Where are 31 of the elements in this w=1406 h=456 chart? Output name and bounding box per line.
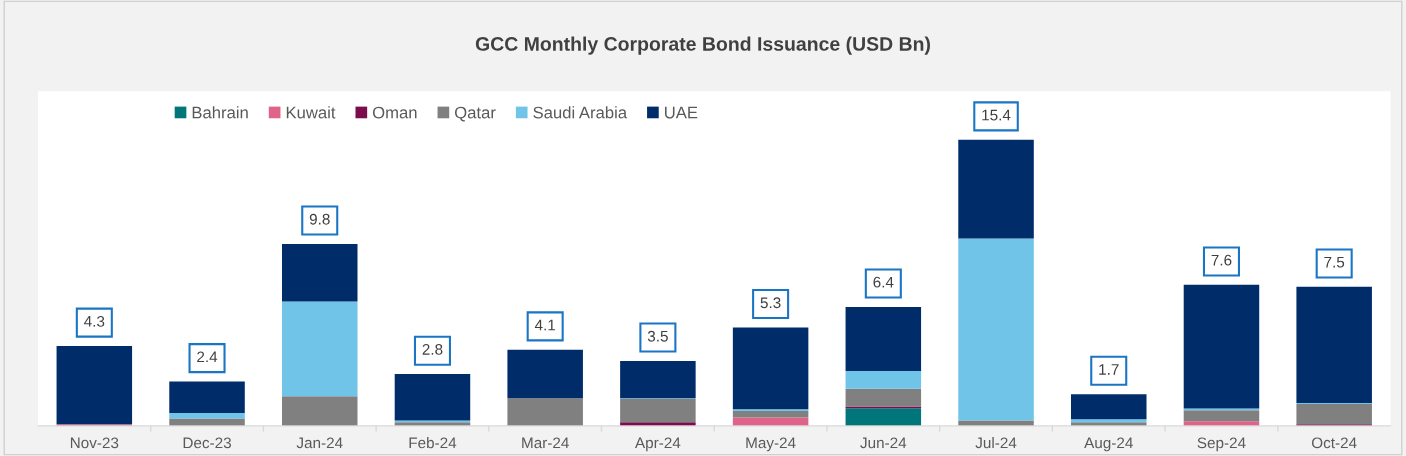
annotation: 2.8 [422, 343, 443, 355]
x-tick-label: May-24 [746, 437, 796, 452]
annotation: 15.4 [982, 109, 1011, 121]
legend-label: Kuwait [286, 106, 336, 119]
chart-title: GCC Monthly Corporate Bond Issuance (USD Bn) [475, 36, 930, 55]
x-tick-label: Aug-24 [1084, 437, 1133, 452]
legend-label: Saudi Arabia [533, 106, 628, 119]
x-tick-label: Jan-24 [296, 437, 343, 449]
x-tick-label: Dec-23 [183, 437, 231, 449]
x-tick-label: Apr-24 [635, 437, 681, 452]
annotation: 3.5 [647, 330, 668, 342]
annotation: 4.3 [84, 315, 105, 327]
x-tick-label: Jul-24 [975, 437, 1017, 449]
x-tick-label: Mar-24 [522, 437, 569, 449]
legend-label: Bahrain [192, 106, 248, 119]
annotation: 7.5 [1324, 256, 1345, 268]
x-tick-label: Nov-23 [70, 437, 119, 449]
annotation: 6.4 [873, 276, 894, 288]
x-tick-label: Sep-24 [1197, 437, 1246, 452]
x-tick-label: Feb-24 [409, 437, 457, 449]
annotation: 7.6 [1211, 254, 1232, 266]
x-tick-label: Jun-24 [860, 437, 907, 449]
annotation: 1.7 [1099, 364, 1119, 375]
legend-label: Oman [372, 106, 417, 119]
x-tick-label: Oct-24 [1311, 437, 1357, 449]
annotation: 9.8 [309, 213, 330, 225]
annotation: 4.1 [534, 319, 556, 331]
annotation: 5.3 [760, 297, 781, 309]
annotation: 2.4 [197, 351, 218, 363]
legend-label: UAE [665, 106, 698, 119]
legend-label: Qatar [455, 106, 496, 122]
